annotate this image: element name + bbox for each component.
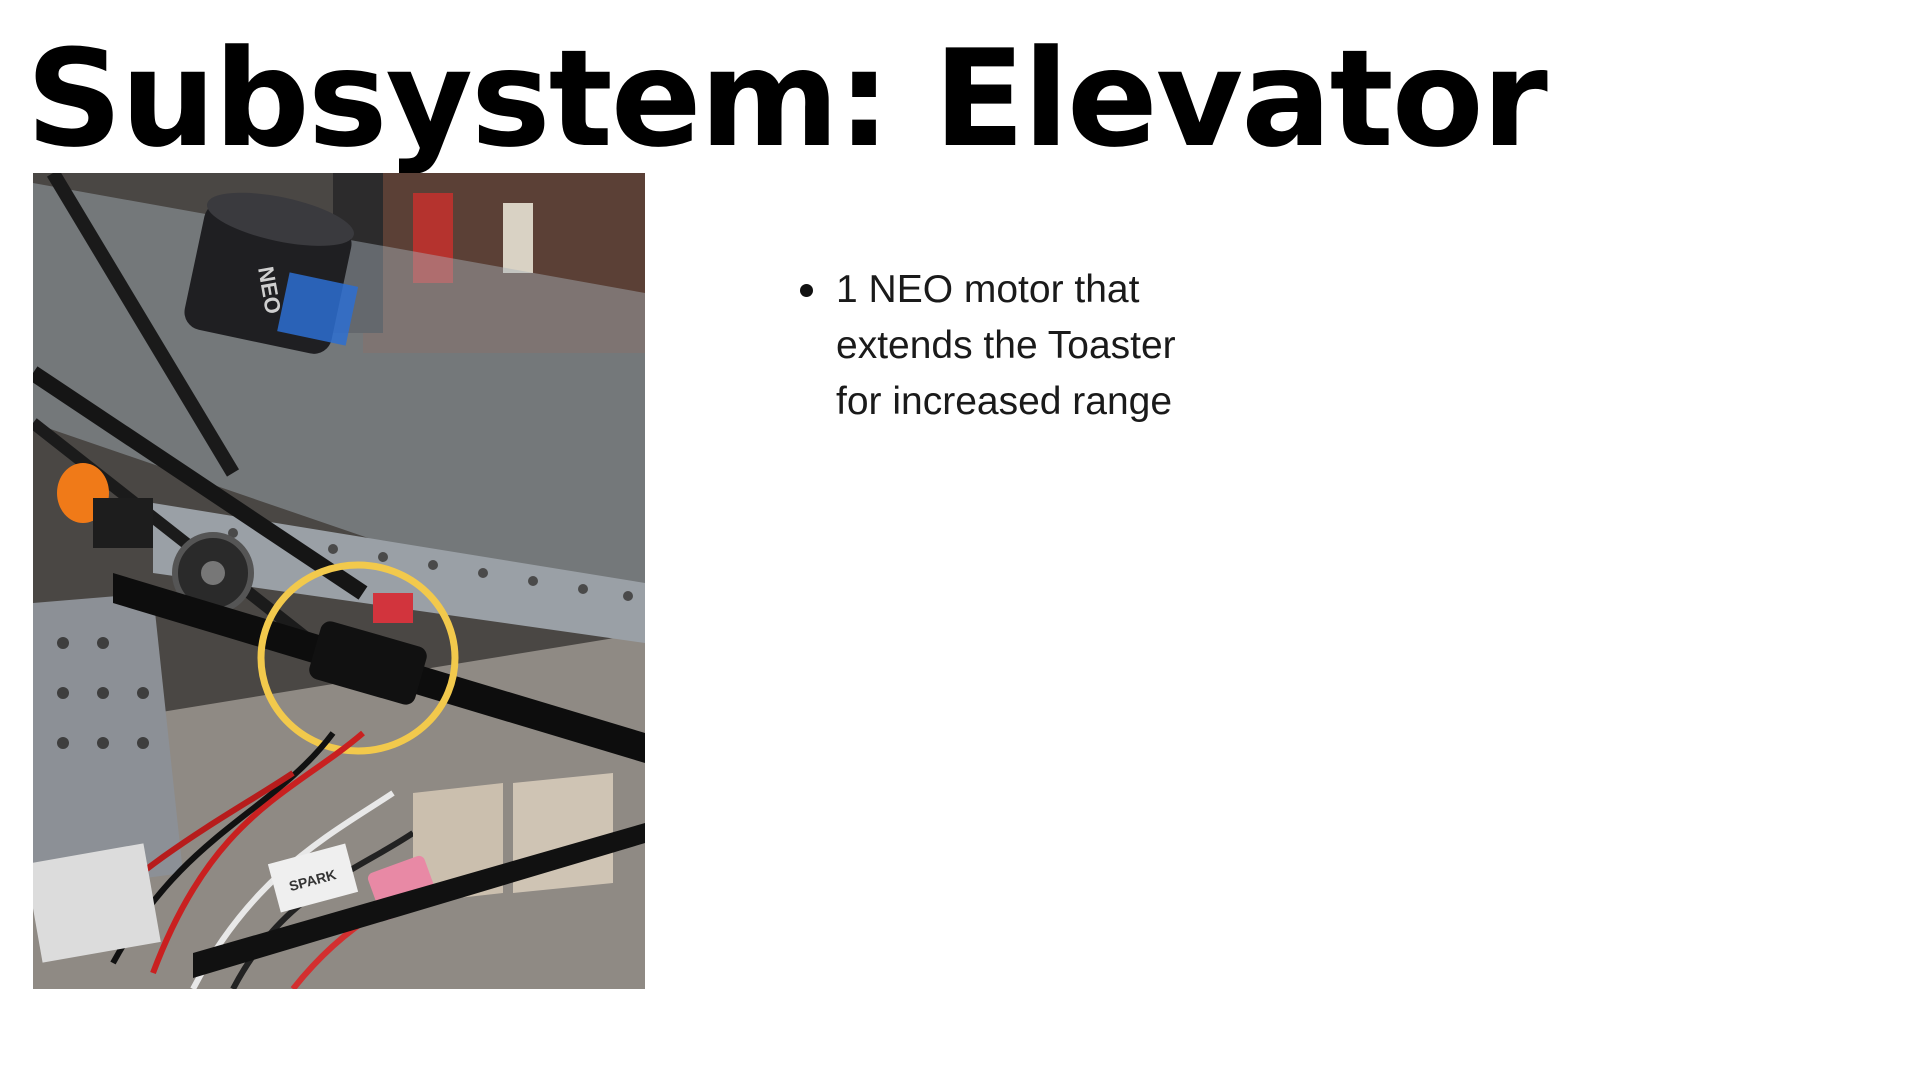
photo-neo-motor-circled [309, 621, 427, 705]
photo-gusset-holes [57, 637, 149, 749]
photo-neo-motor-top: NEO [184, 192, 359, 354]
photo-red-object [413, 193, 453, 283]
page-title: Subsystem: Elevator [26, 21, 1548, 177]
elevator-photo: NEO [33, 173, 645, 989]
photo-spark-controller [267, 843, 359, 913]
photo-bottom-rail [193, 823, 645, 978]
bullet-dot-icon [800, 284, 813, 297]
photo-bottle [503, 203, 533, 273]
photo-chain-3 [46, 173, 240, 477]
photo-highlight-circle [257, 561, 459, 755]
elevator-photo-drawing: NEO [33, 173, 645, 989]
bullet-list: 1 NEO motor that extends the Toaster for… [796, 262, 1216, 430]
photo-polycarb-panel [33, 183, 645, 633]
photo-foreground-part [33, 843, 161, 963]
bullet-item: 1 NEO motor that extends the Toaster for… [796, 262, 1216, 430]
photo-chain-1 [33, 366, 368, 600]
photo-chain-2 [33, 418, 317, 648]
photo-red-bracket [373, 593, 413, 623]
bullet-text: 1 NEO motor that extends the Toaster for… [836, 268, 1176, 423]
